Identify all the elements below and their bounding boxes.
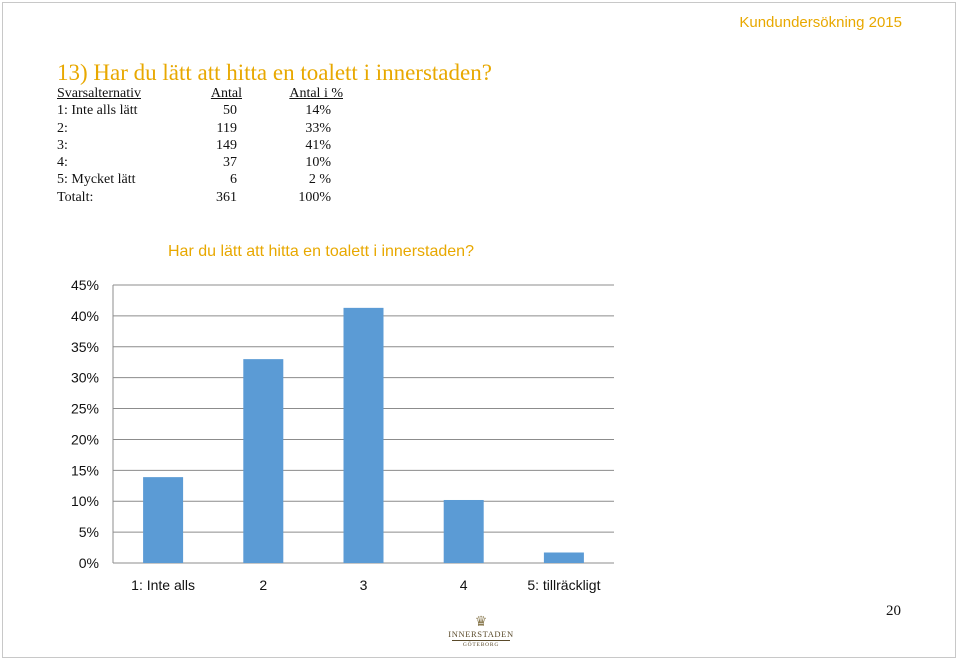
results-table: Svarsalternativ Antal Antal i % 1: Inte … xyxy=(57,85,347,206)
y-tick-label: 20% xyxy=(71,431,99,447)
table-cell: 3: xyxy=(57,137,68,153)
y-tick-label: 15% xyxy=(71,462,99,478)
x-tick-label: 4 xyxy=(460,577,468,593)
y-tick-label: 0% xyxy=(79,555,99,571)
logo-city: GÖTEBORG xyxy=(462,642,500,648)
header-label: Kundundersökning 2015 xyxy=(739,14,902,31)
y-tick-label: 25% xyxy=(71,401,99,417)
table-row: 1: Inte alls lätt 50 14% xyxy=(57,102,347,119)
table-row: 5: Mycket lätt 6 2 % xyxy=(57,171,347,188)
y-tick-label: 30% xyxy=(71,370,99,386)
table-cell: 33% xyxy=(305,120,331,136)
table-cell: 5: Mycket lätt xyxy=(57,172,136,188)
table-cell: 4: xyxy=(57,155,68,171)
logo-name: INNERSTADEN xyxy=(448,629,514,639)
logo-divider xyxy=(452,640,510,641)
column-header: Svarsalternativ xyxy=(57,86,141,101)
page-number: 20 xyxy=(886,603,901,619)
slide-title: 13) Har du lätt att hitta en toalett i i… xyxy=(57,60,492,85)
column-header: Antal i % xyxy=(289,86,343,101)
y-tick-label: 5% xyxy=(79,524,99,540)
x-tick-label: 2 xyxy=(259,577,267,593)
table-cell: 10% xyxy=(305,155,331,171)
table-row: Totalt: 361 100% xyxy=(57,189,347,206)
x-tick-label: 3 xyxy=(360,577,368,593)
table-cell: 2: xyxy=(57,120,68,136)
table-cell: 14% xyxy=(305,103,331,119)
table-cell: 50 xyxy=(223,103,237,119)
column-header: Antal xyxy=(210,86,242,101)
bar xyxy=(443,499,484,563)
y-tick-label: 40% xyxy=(71,308,99,324)
table-header-row: Svarsalternativ Antal Antal i % xyxy=(57,85,347,102)
innerstaden-logo: ♛ INNERSTADEN GÖTEBORG xyxy=(446,615,516,653)
table-row: 2: 119 33% xyxy=(57,120,347,137)
table-row: 4: 37 10% xyxy=(57,154,347,171)
table-cell: 41% xyxy=(305,137,331,153)
chart-title: Har du lätt att hitta en toalett i inner… xyxy=(168,243,474,260)
bar xyxy=(243,359,284,563)
table-cell: 149 xyxy=(216,137,237,153)
table-cell: 37 xyxy=(223,155,237,171)
table-cell: 2 % xyxy=(308,172,331,188)
x-tick-label: 5: tillräckligt xyxy=(527,577,600,593)
table-cell: 119 xyxy=(216,120,237,136)
y-tick-label: 45% xyxy=(71,277,99,293)
table-cell: 361 xyxy=(216,189,237,205)
y-tick-label: 10% xyxy=(71,493,99,509)
y-tick-label: 35% xyxy=(71,339,99,355)
table-cell: 1: Inte alls lätt xyxy=(57,103,138,119)
x-tick-label: 1: Inte alls xyxy=(131,577,195,593)
crown-icon: ♛ xyxy=(474,615,488,630)
table-cell: Totalt: xyxy=(57,189,94,205)
bar xyxy=(143,477,184,563)
bar xyxy=(543,552,584,563)
table-cell: 100% xyxy=(298,189,331,205)
bar xyxy=(343,307,384,563)
table-cell: 6 xyxy=(230,172,237,188)
table-row: 3: 149 41% xyxy=(57,137,347,154)
